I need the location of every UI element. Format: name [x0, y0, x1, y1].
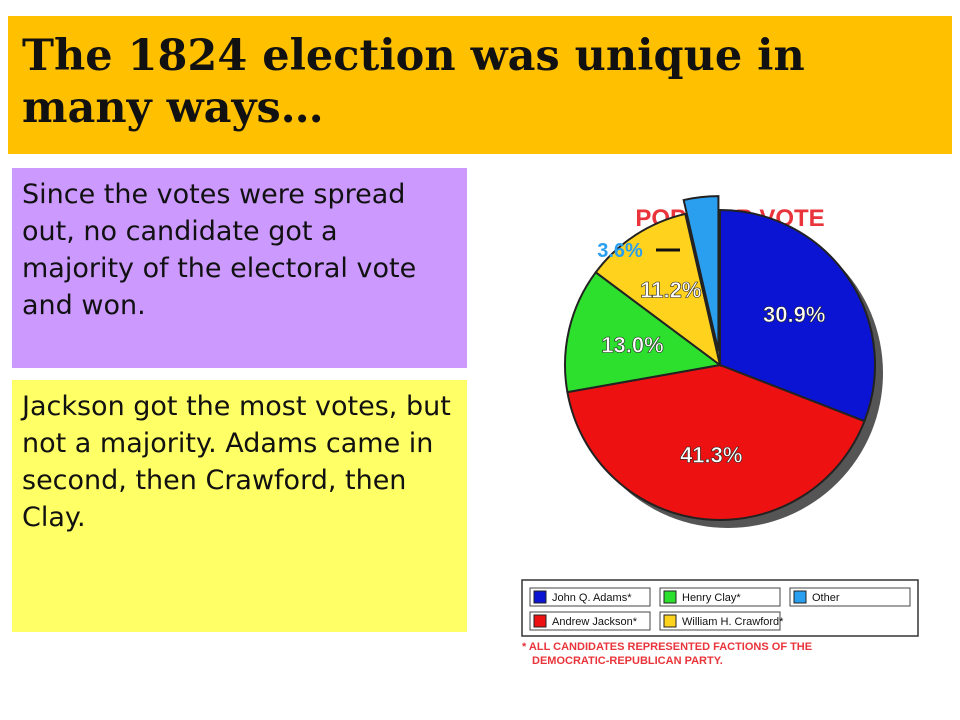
slide-title: The 1824 election was unique in many way…	[22, 31, 805, 133]
legend-swatch	[533, 590, 547, 604]
legend-swatch	[663, 590, 677, 604]
legend-cell	[659, 611, 781, 631]
majority-explanation-text: Since the votes were spread out, no cand…	[22, 179, 417, 321]
majority-explanation-box: Since the votes were spread out, no cand…	[12, 168, 467, 368]
popular-vote-chart: POPULAR VOTE 30.9%41.3%13.0%11.2%3.6% Jo…	[500, 190, 950, 690]
chart-legend: John Q. Adams* Henry Clay* Other Andrew Jac…	[521, 579, 919, 637]
legend-cell	[659, 587, 781, 607]
pie-slice-william-h-crawford	[594, 212, 722, 368]
pie-slice-other	[682, 195, 720, 352]
pie-slice-john-q-adams	[719, 208, 876, 423]
legend-cell	[529, 587, 651, 607]
legend-swatch	[663, 614, 677, 628]
pie-label-2: 13.0%	[601, 332, 663, 357]
pie-slices	[564, 195, 876, 521]
pie-label-4: 3.6%	[597, 240, 643, 262]
legend-label: John Q. Adams*	[552, 592, 632, 604]
pie-slice-andrew-jackson	[566, 363, 866, 521]
legend-label: Other	[812, 592, 840, 604]
pie-label-0: 30.9%	[763, 302, 825, 327]
legend-swatch	[533, 614, 547, 628]
legend-label: Andrew Jackson*	[552, 616, 638, 628]
pie-labels: 30.9% 41.3% 13.0% 11.2% 3.6%	[597, 240, 825, 468]
chart-footnote-line1: * ALL CANDIDATES REPRESENTED FACTIONS OF…	[522, 641, 812, 653]
pie-label-3: 11.2%	[640, 278, 701, 303]
title-banner: The 1824 election was unique in many way…	[8, 16, 952, 154]
legend-label: Henry Clay*	[682, 592, 741, 604]
results-summary-text: Jackson got the most votes, but not a ma…	[22, 391, 451, 533]
legend-label: William H. Crawford*	[682, 616, 784, 628]
pie-chart-svg: POPULAR VOTE 30.9%41.3%13.0%11.2%3.6% Jo…	[521, 195, 919, 667]
legend-swatch	[793, 590, 807, 604]
legend-cell	[529, 611, 651, 631]
legend-cell	[789, 587, 911, 607]
pie-label-1: 41.3%	[680, 442, 742, 467]
results-summary-box: Jackson got the most votes, but not a ma…	[12, 380, 467, 632]
chart-footnote-line2: DEMOCRATIC-REPUBLICAN PARTY.	[532, 655, 723, 667]
pie-slice-henry-clay	[564, 270, 723, 394]
